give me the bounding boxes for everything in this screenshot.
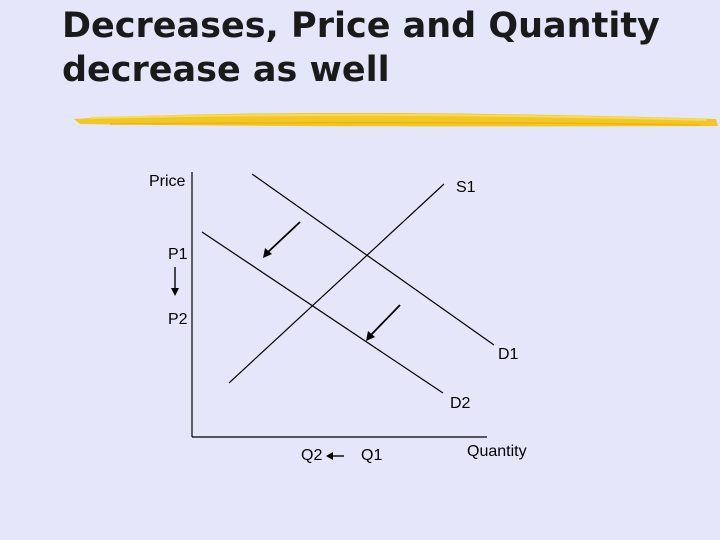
x-axis-label: Quantity bbox=[467, 443, 527, 460]
price-label-p1: P1 bbox=[168, 246, 188, 263]
demand-d1-label: D1 bbox=[498, 346, 519, 363]
price-label-p2: P2 bbox=[168, 311, 188, 328]
shift-arrow-upper bbox=[263, 221, 301, 258]
title-underline bbox=[74, 112, 718, 127]
demand-curve-d2 bbox=[201, 231, 444, 394]
price-decrease-arrow bbox=[171, 267, 179, 296]
supply-curve-s1 bbox=[228, 183, 445, 384]
demand-d2-label: D2 bbox=[450, 395, 471, 412]
slide-title: Decreases, Price and Quantity decrease a… bbox=[62, 4, 702, 92]
quantity-label-q2: Q2 bbox=[301, 447, 322, 464]
supply-label: S1 bbox=[456, 179, 476, 196]
slide-title-line-1: Decreases, Price and Quantity bbox=[62, 6, 660, 46]
slide-title-line-2: decrease as well bbox=[62, 50, 390, 90]
demand-curve-d1 bbox=[251, 173, 495, 346]
y-axis-label: Price bbox=[149, 173, 186, 190]
quantity-label-q1: Q1 bbox=[361, 447, 382, 464]
quantity-decrease-arrow bbox=[326, 452, 344, 460]
shift-arrow-lower bbox=[366, 304, 401, 341]
